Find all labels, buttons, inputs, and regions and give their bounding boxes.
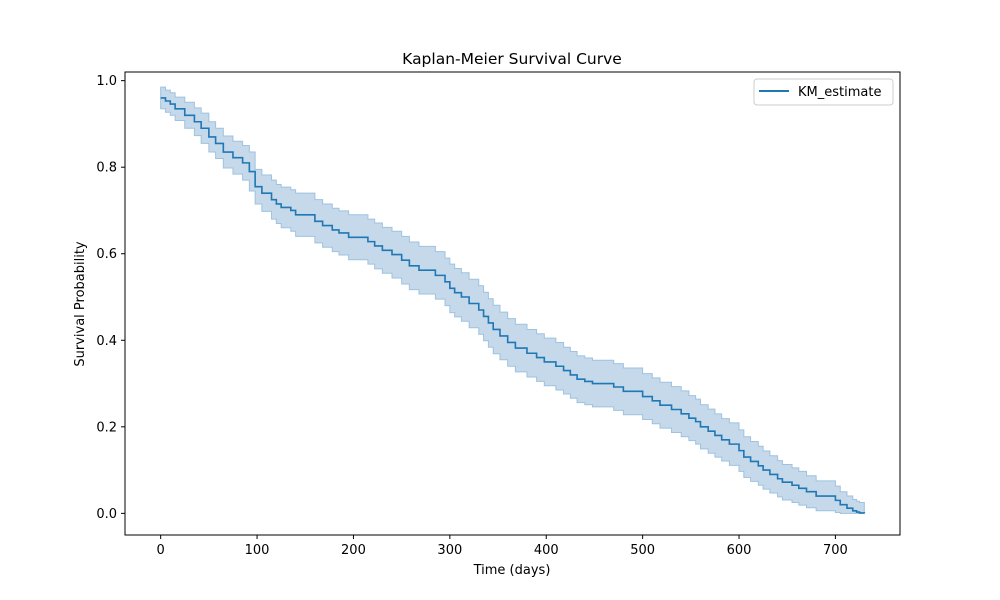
plot-area [160,86,866,514]
x-tick-label: 500 [630,543,655,558]
x-axis: 0 100 200 300 400 500 600 700 [157,535,848,558]
legend-label-km-estimate: KM_estimate [798,85,881,100]
y-axis: 0.0 0.2 0.4 0.6 0.8 1.0 [96,74,125,522]
y-tick-label: 0.0 [96,507,117,522]
x-tick-label: 300 [437,543,462,558]
confidence-band [160,86,865,514]
y-tick-label: 1.0 [96,74,117,89]
x-tick-label: 700 [823,543,848,558]
y-tick-label: 0.4 [96,334,117,349]
y-axis-label: Survival Probability [73,241,88,367]
series-line-km-estimate [160,97,866,514]
x-axis-label: Time (days) [473,563,551,578]
chart-title: Kaplan-Meier Survival Curve [402,50,622,68]
legend-box [753,78,894,106]
y-tick-label: 0.2 [96,420,117,435]
x-tick-label: 0 [157,543,165,558]
x-tick-label: 600 [727,543,752,558]
x-tick-label: 200 [341,543,366,558]
legend: KM_estimate [753,78,894,106]
y-tick-label: 0.8 [96,161,117,176]
x-tick-label: 100 [245,543,270,558]
x-tick-label: 400 [534,543,559,558]
plot-frame [124,71,901,536]
y-tick-label: 0.6 [96,247,117,262]
